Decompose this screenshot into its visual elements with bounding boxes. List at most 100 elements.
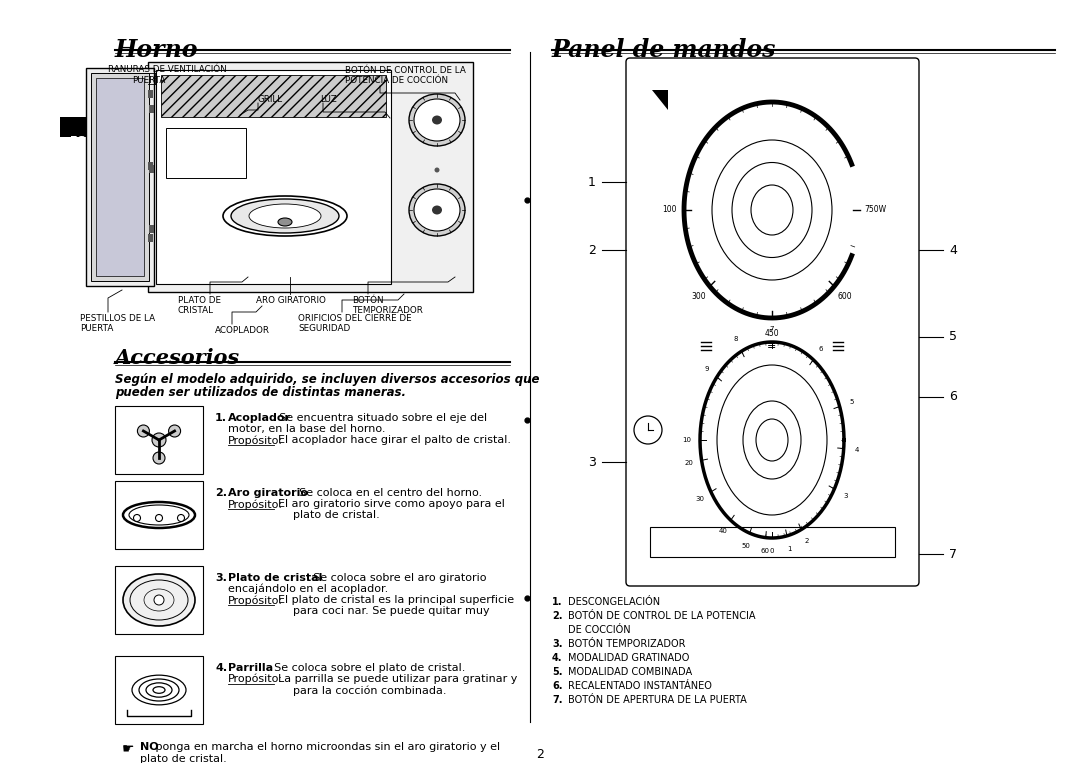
Text: 8: 8 <box>733 336 739 343</box>
Ellipse shape <box>686 104 858 316</box>
Circle shape <box>154 595 164 605</box>
Text: 2.: 2. <box>552 611 563 621</box>
Text: 3.: 3. <box>215 573 227 583</box>
Text: ☛: ☛ <box>122 742 135 756</box>
Text: 1: 1 <box>589 175 596 188</box>
Text: Propósito:: Propósito: <box>228 595 283 606</box>
Text: Panel de mandos: Panel de mandos <box>552 38 777 62</box>
Text: 600: 600 <box>837 292 852 301</box>
Bar <box>148 90 153 98</box>
Bar <box>148 62 473 292</box>
Bar <box>650 527 895 557</box>
Text: 1.: 1. <box>215 413 227 423</box>
Ellipse shape <box>432 115 442 124</box>
Text: BOTÓN DE APERTURA DE LA PUERTA: BOTÓN DE APERTURA DE LA PUERTA <box>568 695 746 705</box>
Text: encajándolo en el acoplador.: encajándolo en el acoplador. <box>228 584 388 594</box>
Bar <box>156 70 391 284</box>
Text: BOTÓN: BOTÓN <box>352 296 383 305</box>
Text: ORIFICIOS DEL CIERRE DE: ORIFICIOS DEL CIERRE DE <box>298 314 411 323</box>
Text: ACOPLADOR: ACOPLADOR <box>215 326 270 335</box>
Text: La parrilla se puede utilizar para gratinar y: La parrilla se puede utilizar para grati… <box>278 674 517 684</box>
Ellipse shape <box>756 419 788 461</box>
Text: BOTÓN TEMPORIZADOR: BOTÓN TEMPORIZADOR <box>568 639 686 649</box>
Text: 450: 450 <box>765 329 780 337</box>
Text: 4.: 4. <box>552 653 563 663</box>
Text: 750W: 750W <box>864 205 886 214</box>
Text: . Se coloca sobre el aro giratorio: . Se coloca sobre el aro giratorio <box>307 573 487 583</box>
Text: DE COCCIÓN: DE COCCIÓN <box>568 625 631 635</box>
Text: 30: 30 <box>696 496 704 502</box>
Text: ES: ES <box>70 136 85 146</box>
Text: Horno: Horno <box>114 38 199 62</box>
Ellipse shape <box>732 163 812 257</box>
Ellipse shape <box>249 204 321 228</box>
Ellipse shape <box>712 140 832 280</box>
Bar <box>114 656 203 724</box>
Bar <box>148 162 153 170</box>
Bar <box>114 406 203 474</box>
Text: 2: 2 <box>536 748 544 761</box>
Text: 60: 60 <box>760 548 769 554</box>
Text: POTENCIA DE COCCIÓN: POTENCIA DE COCCIÓN <box>345 76 448 85</box>
Text: 5: 5 <box>850 399 854 405</box>
Bar <box>148 234 153 242</box>
Text: Aro giratorio: Aro giratorio <box>228 488 308 498</box>
Bar <box>114 481 203 549</box>
Text: 6.: 6. <box>552 681 563 691</box>
Text: . Se encuentra situado sobre el eje del: . Se encuentra situado sobre el eje del <box>272 413 487 423</box>
Text: 10: 10 <box>683 437 691 443</box>
Circle shape <box>634 416 662 444</box>
Text: RECALENTADO INSTANTÁNEO: RECALENTADO INSTANTÁNEO <box>568 681 712 691</box>
Bar <box>149 225 154 233</box>
Text: PESTILLOS DE LA: PESTILLOS DE LA <box>80 314 156 323</box>
Text: 300: 300 <box>692 292 706 301</box>
Text: 4: 4 <box>949 243 957 256</box>
Text: CRISTAL: CRISTAL <box>178 306 214 315</box>
Bar <box>161 75 386 117</box>
Text: 0: 0 <box>770 548 774 554</box>
Circle shape <box>152 433 166 447</box>
Text: Según el modelo adquirido, se incluyen diversos accesorios que: Según el modelo adquirido, se incluyen d… <box>114 373 540 386</box>
Ellipse shape <box>702 343 842 536</box>
Circle shape <box>434 168 440 172</box>
Text: BOTÓN DE CONTROL DE LA POTENCIA: BOTÓN DE CONTROL DE LA POTENCIA <box>568 611 756 621</box>
Text: ARO GIRATORIO: ARO GIRATORIO <box>256 296 326 305</box>
Text: 6: 6 <box>949 391 957 404</box>
Text: Accesorios: Accesorios <box>114 348 240 368</box>
Ellipse shape <box>409 94 465 146</box>
Ellipse shape <box>432 205 442 214</box>
Text: El acoplador hace girar el palto de cristal.: El acoplador hace girar el palto de cris… <box>278 435 511 445</box>
Text: PUERTA: PUERTA <box>80 324 113 333</box>
Circle shape <box>168 425 180 437</box>
Bar <box>60 117 96 137</box>
Text: 2.: 2. <box>215 488 227 498</box>
Text: TEMPORIZADOR: TEMPORIZADOR <box>352 306 423 315</box>
Ellipse shape <box>231 199 339 233</box>
Text: Propósito:: Propósito: <box>228 674 283 684</box>
Text: MODALIDAD GRATINADO: MODALIDAD GRATINADO <box>568 653 689 663</box>
Text: 7: 7 <box>949 548 957 561</box>
Text: BOTÓN DE CONTROL DE LA: BOTÓN DE CONTROL DE LA <box>345 66 465 75</box>
Text: PLATO DE: PLATO DE <box>178 296 221 305</box>
Text: . Se coloca sobre el plato de cristal.: . Se coloca sobre el plato de cristal. <box>267 663 465 673</box>
Ellipse shape <box>414 189 460 231</box>
Text: 9: 9 <box>704 365 710 372</box>
Ellipse shape <box>743 401 801 479</box>
Ellipse shape <box>409 184 465 236</box>
Bar <box>114 566 203 634</box>
Text: El aro giratorio sirve como apoyo para el: El aro giratorio sirve como apoyo para e… <box>278 499 504 509</box>
Text: SEGURIDAD: SEGURIDAD <box>298 324 350 333</box>
Bar <box>149 105 154 113</box>
Text: MODALIDAD COMBINADA: MODALIDAD COMBINADA <box>568 667 692 677</box>
Circle shape <box>137 425 149 437</box>
Text: 3.: 3. <box>552 639 563 649</box>
Text: NO: NO <box>140 742 159 752</box>
Ellipse shape <box>717 365 827 515</box>
Circle shape <box>177 514 185 521</box>
Text: 4.: 4. <box>215 663 227 673</box>
Ellipse shape <box>751 185 793 235</box>
Text: Acoplador: Acoplador <box>228 413 291 423</box>
Text: 5: 5 <box>949 330 957 343</box>
Text: 2: 2 <box>805 539 809 545</box>
Text: ponga en marcha el horno microondas sin el aro giratorio y el: ponga en marcha el horno microondas sin … <box>151 742 500 752</box>
